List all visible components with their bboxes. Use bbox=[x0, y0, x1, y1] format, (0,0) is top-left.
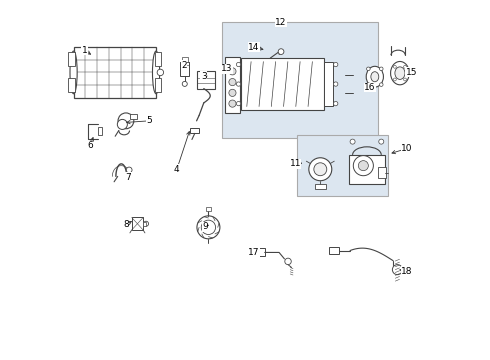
Circle shape bbox=[314, 163, 327, 176]
Circle shape bbox=[118, 113, 134, 129]
Circle shape bbox=[367, 83, 370, 86]
Bar bbox=[74, 47, 156, 98]
Bar bbox=[349, 155, 385, 184]
Ellipse shape bbox=[366, 66, 383, 87]
Text: 2: 2 bbox=[181, 61, 187, 70]
Circle shape bbox=[379, 83, 383, 86]
Circle shape bbox=[392, 265, 402, 275]
Ellipse shape bbox=[395, 67, 405, 80]
Circle shape bbox=[379, 139, 384, 144]
Text: 13: 13 bbox=[220, 64, 232, 73]
Bar bbox=[182, 57, 188, 62]
Circle shape bbox=[126, 167, 132, 173]
Circle shape bbox=[229, 89, 236, 96]
Bar bbox=[315, 184, 326, 189]
Bar bbox=[191, 128, 199, 134]
Text: 15: 15 bbox=[406, 68, 417, 77]
Circle shape bbox=[229, 68, 236, 75]
Circle shape bbox=[334, 102, 338, 106]
Bar bbox=[68, 52, 74, 66]
Bar bbox=[129, 114, 137, 119]
Circle shape bbox=[157, 69, 164, 76]
Circle shape bbox=[393, 66, 396, 68]
Circle shape bbox=[229, 78, 236, 86]
Bar bbox=[324, 62, 333, 107]
Text: 6: 6 bbox=[87, 141, 93, 150]
Circle shape bbox=[285, 258, 291, 265]
Bar bbox=[297, 135, 389, 196]
Text: 14: 14 bbox=[248, 43, 260, 52]
Circle shape bbox=[236, 62, 241, 67]
Bar bbox=[143, 222, 146, 226]
Text: 3: 3 bbox=[201, 72, 207, 81]
Circle shape bbox=[367, 67, 370, 71]
Text: 7: 7 bbox=[125, 173, 131, 182]
Bar bbox=[180, 62, 190, 76]
Bar bbox=[329, 247, 339, 254]
Bar bbox=[155, 52, 161, 66]
Circle shape bbox=[404, 66, 406, 68]
Circle shape bbox=[117, 120, 127, 130]
Bar bbox=[221, 22, 378, 138]
Text: 16: 16 bbox=[364, 83, 375, 92]
Circle shape bbox=[236, 102, 241, 106]
Circle shape bbox=[229, 100, 236, 107]
Text: 12: 12 bbox=[275, 18, 287, 27]
Text: 9: 9 bbox=[202, 222, 208, 231]
Bar bbox=[242, 58, 324, 110]
Ellipse shape bbox=[371, 72, 379, 82]
Bar bbox=[155, 78, 161, 93]
Circle shape bbox=[358, 161, 368, 171]
Circle shape bbox=[309, 158, 332, 181]
Bar bbox=[132, 217, 143, 230]
Bar bbox=[68, 78, 74, 93]
Bar bbox=[378, 167, 386, 178]
Ellipse shape bbox=[391, 62, 409, 85]
Circle shape bbox=[334, 82, 338, 86]
Circle shape bbox=[197, 216, 220, 239]
Text: 17: 17 bbox=[248, 248, 260, 257]
Bar bbox=[254, 248, 265, 256]
Bar bbox=[225, 57, 240, 113]
Ellipse shape bbox=[70, 51, 77, 94]
Text: 10: 10 bbox=[401, 144, 413, 153]
Bar bbox=[98, 127, 101, 135]
Text: 4: 4 bbox=[174, 165, 180, 174]
Text: 11: 11 bbox=[290, 159, 301, 168]
Circle shape bbox=[201, 220, 216, 234]
Circle shape bbox=[350, 139, 355, 144]
Text: 8: 8 bbox=[123, 220, 129, 229]
Circle shape bbox=[393, 78, 396, 81]
Circle shape bbox=[144, 221, 148, 226]
Circle shape bbox=[182, 81, 187, 86]
Text: 18: 18 bbox=[401, 267, 413, 276]
Circle shape bbox=[278, 49, 284, 54]
Circle shape bbox=[353, 156, 373, 176]
Ellipse shape bbox=[152, 51, 160, 94]
Bar bbox=[196, 71, 215, 89]
Text: 1: 1 bbox=[81, 46, 87, 55]
Circle shape bbox=[379, 67, 383, 71]
Bar bbox=[205, 207, 211, 211]
Circle shape bbox=[334, 62, 338, 67]
Circle shape bbox=[404, 78, 406, 81]
Circle shape bbox=[236, 82, 241, 86]
Text: 5: 5 bbox=[147, 116, 152, 125]
